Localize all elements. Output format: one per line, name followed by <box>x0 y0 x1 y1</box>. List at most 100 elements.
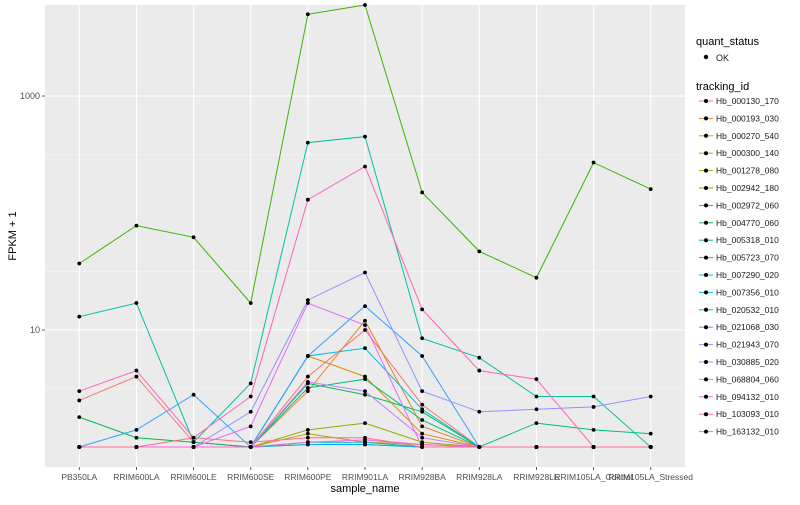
data-point <box>420 402 425 407</box>
data-point <box>420 354 425 358</box>
legend-key-point <box>704 342 708 347</box>
data-point <box>134 435 139 440</box>
data-point <box>477 249 482 254</box>
data-point <box>363 3 367 7</box>
legend-key-point <box>704 151 708 156</box>
data-point <box>77 314 82 319</box>
legend-label: Hb_000193_030 <box>716 113 779 123</box>
axis-layer: 10 1000 PB350LA RRIM600LA RRIM600LE RRIM600SE… <box>20 91 693 482</box>
data-point <box>305 435 310 440</box>
data-point <box>305 431 310 436</box>
x-tick-label: RRIM600LA <box>113 472 160 482</box>
data-point <box>420 431 425 436</box>
data-point <box>420 435 425 440</box>
legend-key-point <box>704 168 708 173</box>
y-tick-label: 1000 <box>20 91 40 101</box>
data-point <box>420 424 425 429</box>
data-point <box>305 140 310 145</box>
legend-label: Hb_007356_010 <box>716 287 779 297</box>
data-point <box>591 394 596 399</box>
data-point <box>77 261 82 266</box>
legend-shape-title: quant_status <box>696 36 759 48</box>
data-point <box>648 445 653 449</box>
legend-key-point <box>704 186 708 190</box>
x-tick-label: RRIM901LA <box>342 472 389 482</box>
legend-label: Hb_021068_030 <box>716 322 779 332</box>
legend-key-point <box>704 238 708 243</box>
legend-key-point <box>704 290 708 295</box>
data-point <box>305 386 310 390</box>
data-point <box>305 354 310 358</box>
data-point <box>77 445 82 449</box>
data-point <box>363 421 367 426</box>
data-point <box>134 223 139 228</box>
legend-key-point <box>704 394 708 399</box>
data-point <box>534 394 539 399</box>
legend-label: Hb_000130_170 <box>716 96 779 106</box>
data-point <box>648 187 653 192</box>
data-point <box>363 346 367 351</box>
legend-color-items: Hb_000130_170 Hb_000193_030 Hb_000270_540 H… <box>699 96 779 437</box>
x-tick-label: RRIM928BA <box>399 472 447 482</box>
data-point <box>477 368 482 373</box>
data-point <box>363 164 367 169</box>
data-point <box>191 235 196 240</box>
data-point <box>363 374 367 379</box>
legend-label: Hb_068804_060 <box>716 374 779 384</box>
legend-label: Hb_163132_010 <box>716 427 779 437</box>
legend-key-point <box>704 99 708 103</box>
legend-label: Hb_103093_010 <box>716 409 779 419</box>
data-point <box>191 445 196 449</box>
x-tick-label: RRIM600SE <box>227 472 275 482</box>
x-axis-title: sample_name <box>330 483 399 495</box>
legend-label: Hb_000300_140 <box>716 148 779 158</box>
data-point <box>648 394 653 399</box>
data-point <box>248 445 253 449</box>
data-point <box>248 440 253 445</box>
data-point <box>534 377 539 382</box>
y-axis-title: FPKM + 1 <box>7 211 19 260</box>
data-point <box>305 301 310 305</box>
data-point <box>248 424 253 429</box>
data-point <box>77 389 82 394</box>
data-point <box>134 368 139 373</box>
data-point <box>477 445 482 449</box>
legend-key-point <box>704 412 708 417</box>
data-point <box>648 431 653 436</box>
data-point <box>77 398 82 403</box>
data-point <box>363 134 367 139</box>
data-point <box>134 428 139 432</box>
data-point <box>420 389 425 394</box>
legend-key-point <box>704 429 708 434</box>
legend-key-point <box>704 377 708 382</box>
legend-key-point <box>704 203 708 208</box>
data-point <box>420 190 425 195</box>
legend: quant_status OK tracking_id Hb_000130_17… <box>696 36 779 437</box>
data-point <box>477 355 482 360</box>
data-point <box>248 409 253 414</box>
x-tick-label: RRIM105LA_Control <box>554 472 633 482</box>
data-point <box>534 445 539 449</box>
data-point <box>534 275 539 280</box>
data-point <box>363 323 367 328</box>
series-layer <box>77 3 653 449</box>
data-point <box>363 377 367 382</box>
data-point <box>248 394 253 399</box>
legend-label: Hb_007290_020 <box>716 270 779 280</box>
data-point <box>77 415 82 420</box>
data-point <box>363 328 367 332</box>
legend-label: Hb_020532_010 <box>716 305 779 315</box>
data-point <box>363 270 367 275</box>
legend-label: Hb_002942_180 <box>716 183 779 193</box>
data-point <box>363 304 367 309</box>
legend-label: Hb_005723_070 <box>716 253 779 263</box>
data-point <box>420 418 425 422</box>
data-point <box>248 381 253 386</box>
data-point <box>191 440 196 445</box>
data-point <box>134 445 139 449</box>
legend-key-point <box>704 307 708 312</box>
data-point <box>420 336 425 341</box>
legend-color-title: tracking_id <box>696 81 749 93</box>
